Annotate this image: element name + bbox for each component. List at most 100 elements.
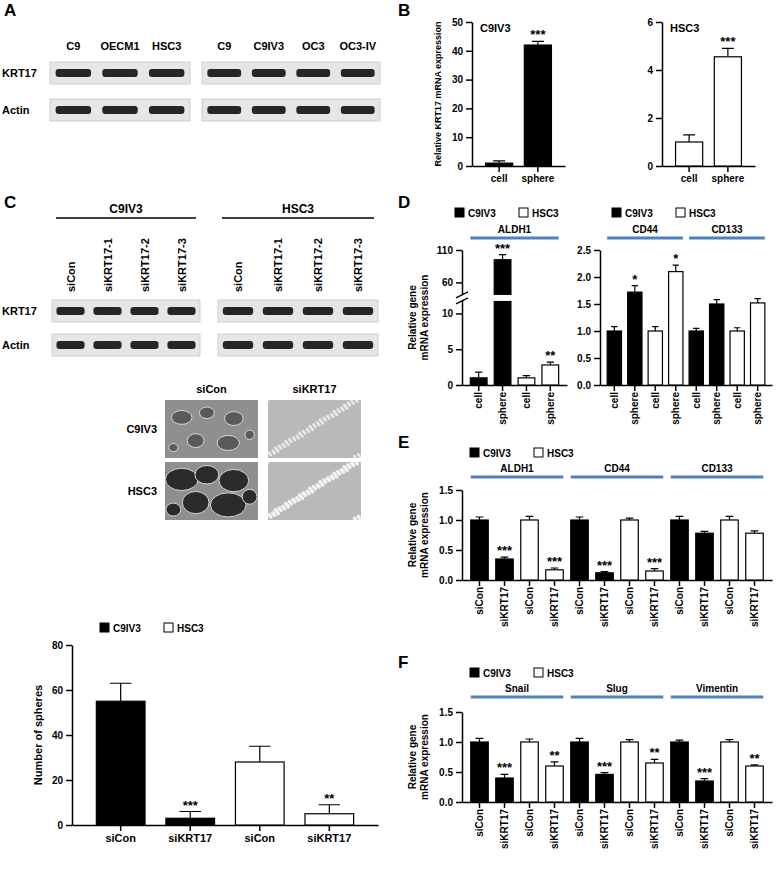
x-tick-mark — [504, 580, 506, 586]
y-tick-label: 0.0 — [439, 575, 453, 586]
cell-dot — [298, 431, 301, 434]
y-tick-label: 20 — [452, 103, 464, 114]
cell-dot — [277, 506, 281, 510]
y-tick-mark — [456, 772, 462, 774]
significance-label: *** — [597, 759, 613, 774]
bar — [596, 774, 614, 802]
y-tick: 2.0 — [577, 272, 600, 283]
plot-area — [471, 738, 764, 802]
micrograph — [268, 400, 361, 458]
y-tick-mark — [66, 690, 72, 692]
y-axis: 0.00.51.01.5 — [439, 707, 462, 808]
cell-dot — [288, 438, 291, 441]
y-tick-label: 5 — [447, 344, 453, 355]
cell-dot — [355, 462, 359, 464]
bar — [571, 520, 589, 580]
x-axis: cellspherecellsphere — [463, 385, 568, 425]
cell-dot — [292, 436, 295, 439]
x-tick-label: siKRT17 — [307, 832, 351, 844]
y-tick-label: 20 — [52, 775, 64, 786]
cell-dot — [274, 446, 277, 449]
x-tick-label: siCon — [674, 809, 685, 837]
y-tick-label: 1.0 — [577, 326, 591, 337]
x-tick-label: cell — [609, 392, 620, 409]
cell-dot — [284, 501, 288, 505]
bar — [696, 533, 714, 580]
group-bar — [571, 476, 664, 479]
y-tick: 5 — [447, 344, 462, 355]
legend-label: C9IV3 — [483, 448, 511, 459]
x-tick-mark — [736, 385, 738, 391]
group-bar — [470, 237, 558, 240]
cell-dot — [356, 515, 360, 519]
y-axis-title: Relative genemRNA expression — [407, 714, 430, 800]
x-tick-mark — [120, 825, 122, 831]
significance-label: *** — [597, 558, 613, 573]
panel-letter: C — [4, 193, 16, 212]
x-axis: cellsphere — [473, 166, 566, 184]
sphere-blob — [166, 503, 181, 516]
blot-column-label: HSC3 — [152, 40, 181, 52]
group-bar — [471, 476, 564, 479]
blot-band — [149, 69, 184, 77]
x-tick-mark — [679, 802, 681, 808]
bar — [521, 520, 539, 580]
blot-band — [223, 341, 253, 349]
x-tick: siCon — [574, 580, 585, 615]
x-tick: siKRT17 — [699, 802, 710, 849]
y-axis-line — [462, 251, 464, 386]
cell-dot — [357, 453, 360, 456]
bar — [671, 520, 689, 580]
blot-band — [93, 341, 121, 349]
error-bar — [493, 161, 505, 163]
panel-letter: F — [398, 653, 408, 672]
y-tick-label: 0 — [57, 820, 63, 831]
y-tick-mark — [456, 520, 462, 522]
y-tick-label: 10 — [442, 308, 454, 319]
x-tick-mark — [604, 580, 606, 586]
x-tick: siCon — [624, 802, 635, 837]
blot-column-label: siCon — [232, 261, 244, 292]
x-tick: sphere — [545, 385, 556, 425]
y-axis: 0.00.51.01.52.02.5 — [577, 245, 600, 391]
blot-band — [296, 69, 330, 77]
plot-area — [607, 265, 765, 385]
micrograph — [165, 462, 258, 520]
group-bar — [571, 696, 664, 699]
y-tick-mark — [594, 304, 600, 306]
x-tick: siCon — [474, 580, 485, 615]
blot-row-label: KRT17 — [2, 67, 37, 79]
blot-group-label: C9IV3 — [109, 202, 143, 216]
group-label: CD44 — [604, 463, 630, 474]
sphere-blob — [199, 407, 214, 419]
cell-dot — [336, 408, 339, 411]
x-tick-label: cell — [650, 392, 661, 409]
blot-column-label: siKRT17-2 — [139, 238, 151, 292]
y-tick-label: 30 — [452, 74, 464, 85]
y-tick: 1.5 — [439, 485, 462, 496]
y-tick-label: 0.0 — [439, 797, 453, 808]
y-tick-label: 0.5 — [439, 545, 453, 556]
cell-dot — [308, 487, 312, 491]
group-bar — [607, 237, 683, 240]
bar-chart: 0246cellsphere***HSC3 — [647, 17, 755, 184]
x-tick: cell — [732, 385, 743, 409]
cell-dot — [312, 485, 316, 489]
x-tick: siCon — [524, 580, 535, 615]
cell-dot — [312, 423, 315, 426]
figure: ABCDEFKRT17ActinC9OECM1HSC3C9C9IV3OC3OC3… — [0, 0, 783, 873]
y-tick: 1.0 — [577, 326, 600, 337]
x-tick-mark — [259, 825, 261, 831]
x-tick-mark — [504, 802, 506, 808]
cell-dot — [271, 511, 275, 515]
y-axis-line — [662, 23, 664, 167]
x-tick-mark — [479, 580, 481, 586]
error-bar — [693, 328, 699, 331]
blot-band — [263, 341, 293, 349]
blot-band — [56, 69, 91, 77]
blot-membrane — [50, 62, 190, 84]
y-tick: 2.5 — [577, 245, 600, 256]
bar — [471, 742, 489, 802]
cell-dot — [318, 480, 322, 484]
x-tick-mark — [695, 385, 697, 391]
